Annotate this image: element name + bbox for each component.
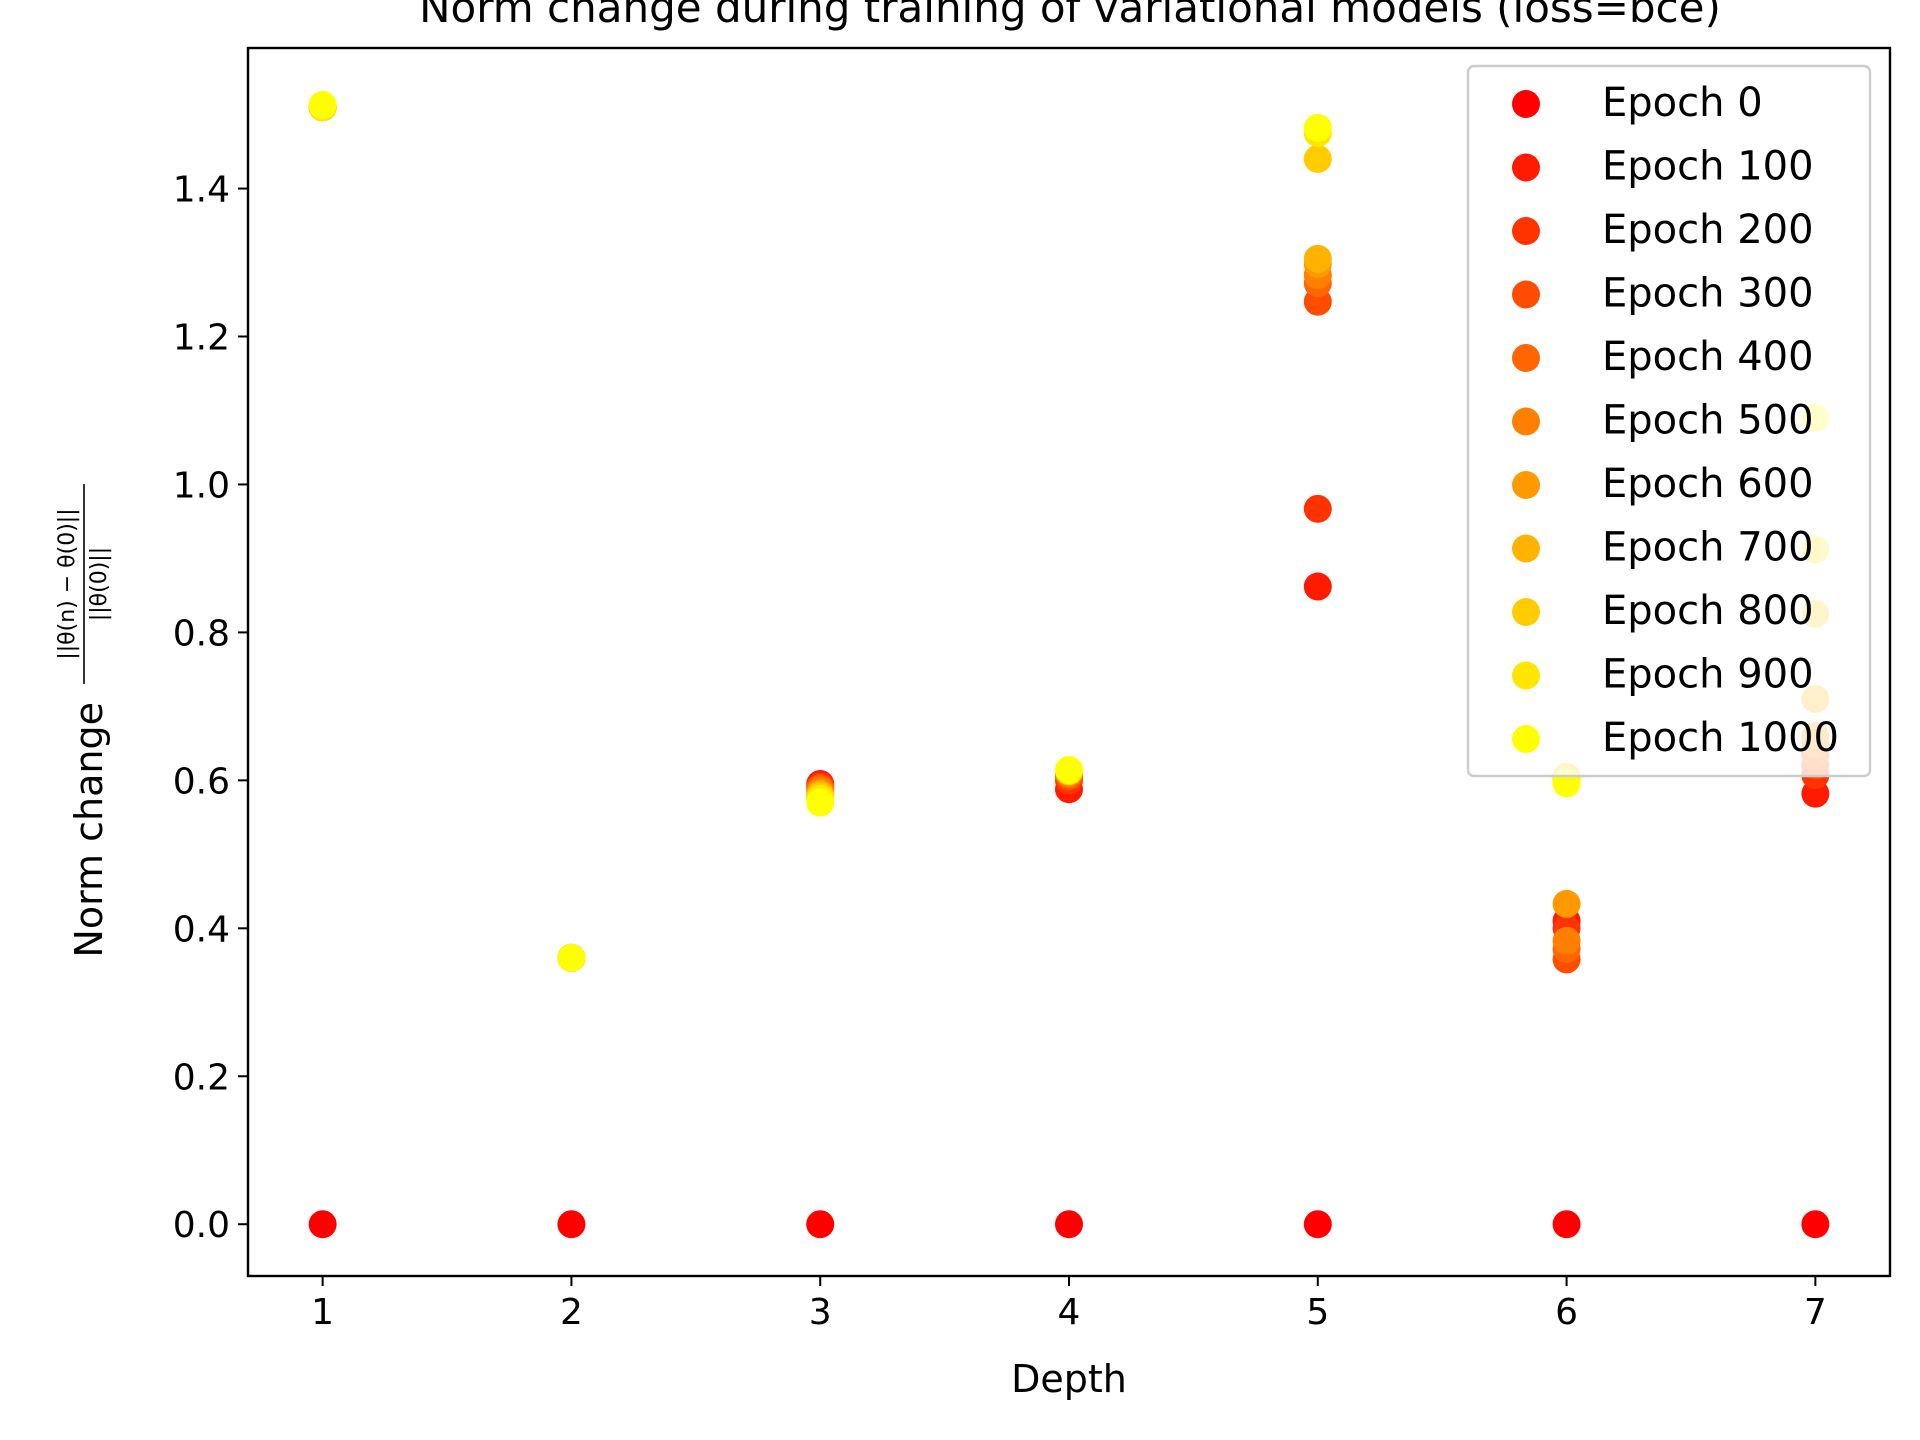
- legend-marker: [1512, 344, 1540, 372]
- legend-items: Epoch 0 Epoch 100 Epoch 200 Epoch 300 Epoch …: [1512, 80, 1839, 761]
- data-point: [1552, 1210, 1581, 1239]
- x-axis-label: Depth: [1011, 1357, 1127, 1401]
- x-tick-label: 6: [1555, 1292, 1578, 1333]
- legend-marker: [1512, 598, 1540, 626]
- legend-marker: [1512, 90, 1540, 118]
- legend-marker: [1512, 725, 1540, 753]
- x-tick-label: 3: [809, 1292, 832, 1333]
- data-point: [1552, 889, 1581, 918]
- data-point: [1055, 756, 1083, 785]
- data-point: [1303, 113, 1332, 142]
- x-tick-label: 2: [560, 1292, 583, 1333]
- x-tick-label: 5: [1306, 1292, 1329, 1333]
- legend-label: Epoch 800: [1602, 588, 1814, 634]
- y-tick-label: 1.4: [173, 170, 230, 211]
- data-point: [1303, 244, 1332, 273]
- y-tick-label: 1.2: [173, 318, 230, 359]
- y-axis-label-denominator: ||θ(0)||: [87, 547, 112, 621]
- data-point: [1303, 144, 1332, 173]
- x-tick-label: 1: [311, 1292, 334, 1333]
- data-point: [557, 1210, 586, 1239]
- y-tick-label: 0.6: [173, 761, 230, 802]
- x-tick-label: 7: [1804, 1292, 1827, 1333]
- legend-marker: [1512, 280, 1540, 309]
- y-tick-label: 0.2: [173, 1057, 230, 1098]
- legend-label: Epoch 200: [1602, 207, 1814, 253]
- legend-marker: [1512, 217, 1540, 245]
- data-point: [557, 943, 586, 972]
- y-tick-label: 0.0: [173, 1205, 230, 1246]
- legend-label: Epoch 400: [1602, 334, 1814, 380]
- data-point: [1055, 1210, 1083, 1239]
- legend-marker: [1512, 534, 1540, 563]
- x-tick-label: 4: [1058, 1292, 1081, 1333]
- legend-label: Epoch 300: [1602, 271, 1814, 317]
- legend-label: Epoch 900: [1602, 652, 1814, 698]
- data-point: [1801, 1210, 1830, 1239]
- legend-marker: [1512, 153, 1540, 182]
- data-point: [1303, 572, 1332, 601]
- data-point: [806, 1210, 835, 1239]
- data-point: [806, 788, 835, 817]
- legend-marker: [1512, 661, 1540, 690]
- chart-title: Norm change during training of variation…: [419, 0, 1721, 32]
- legend-label: Epoch 500: [1602, 398, 1814, 444]
- ticks-layer: 1 2 3 4 5 6 7 0.0 0.2 0.4 0.6 0.8 1.0 1.2 1.4: [173, 170, 1827, 1333]
- legend-label: Epoch 0: [1602, 80, 1763, 126]
- legend-label: Epoch 600: [1602, 461, 1814, 507]
- y-axis-label-group: Norm change ||θ(n) − θ(0)|| ||θ(0)||: [55, 484, 112, 958]
- data-point: [1303, 494, 1332, 523]
- y-tick-label: 1.0: [173, 465, 230, 506]
- y-axis-label-numerator: ||θ(n) − θ(0)||: [55, 508, 80, 659]
- data-point: [308, 90, 337, 119]
- data-point: [1303, 1210, 1332, 1239]
- legend-box: [1466, 64, 1872, 778]
- legend-label: Epoch 700: [1602, 525, 1814, 571]
- y-tick-label: 0.4: [173, 909, 230, 950]
- y-tick-label: 0.8: [173, 613, 230, 654]
- legend-marker: [1512, 407, 1540, 436]
- legend: Epoch 0 Epoch 100 Epoch 200 Epoch 300 Epoch …: [1466, 64, 1872, 778]
- legend-label: Epoch 100: [1602, 144, 1814, 190]
- legend-marker: [1512, 471, 1540, 499]
- data-point: [1552, 926, 1581, 955]
- y-axis-label: Norm change: [67, 702, 111, 958]
- data-point: [308, 1210, 337, 1239]
- legend-label: Epoch 1000: [1602, 715, 1839, 761]
- points-layer: [308, 90, 1830, 1239]
